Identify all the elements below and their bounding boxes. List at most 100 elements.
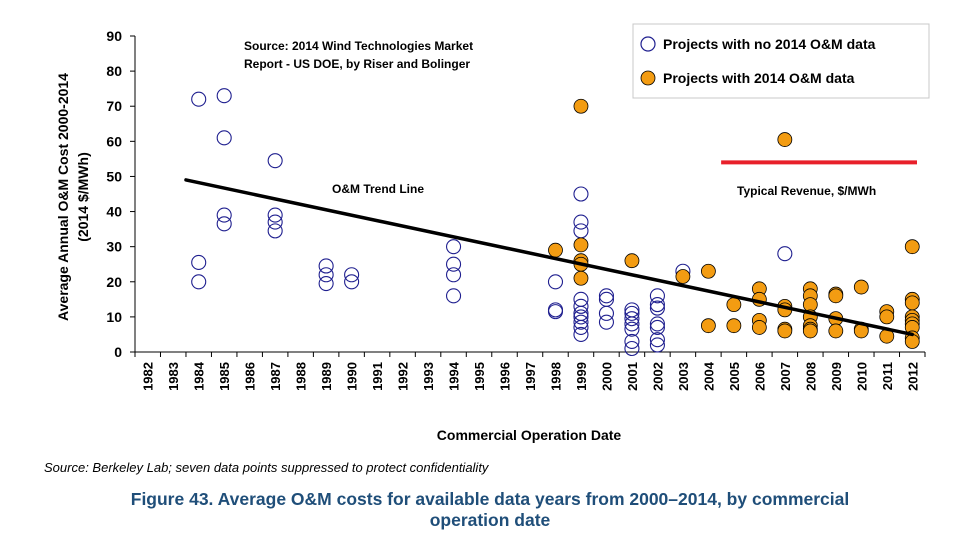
data-point-with-2014-data bbox=[726, 318, 742, 334]
y-tick-label: 0 bbox=[114, 344, 122, 360]
x-tick-label: 1993 bbox=[421, 362, 436, 391]
x-tick-label: 2009 bbox=[829, 362, 844, 391]
data-point-no-2014-data bbox=[318, 275, 334, 292]
data-point-with-2014-data bbox=[624, 253, 640, 269]
x-tick-label: 1985 bbox=[217, 362, 232, 391]
data-point-with-2014-data bbox=[700, 263, 716, 279]
x-tick-label: 1988 bbox=[294, 362, 309, 391]
source-box-line-2: Report - US DOE, by Riser and Bolinger bbox=[244, 57, 470, 71]
data-point-no-2014-data bbox=[598, 291, 615, 307]
legend: Projects with no 2014 O&M data Projects … bbox=[632, 23, 930, 99]
legend-open-circle-icon bbox=[640, 36, 656, 52]
data-point-no-2014-data bbox=[624, 311, 640, 327]
y-tick-label: 60 bbox=[106, 133, 122, 149]
data-point-no-2014-data bbox=[445, 256, 462, 272]
data-point-no-2014-data bbox=[216, 207, 232, 223]
data-point-no-2014-data bbox=[649, 316, 665, 332]
x-tick-label: 2008 bbox=[803, 362, 818, 391]
revenue-line-label: Typical Revenue, $/MWh bbox=[737, 184, 876, 198]
data-point-with-2014-data bbox=[700, 318, 716, 334]
x-tick-label: 1998 bbox=[548, 362, 563, 391]
x-tick-label: 2007 bbox=[778, 362, 793, 391]
data-point-with-2014-data bbox=[853, 279, 869, 295]
x-tick-label: 1995 bbox=[472, 362, 487, 391]
data-point-no-2014-data bbox=[216, 216, 232, 232]
figure-caption: Figure 43. Average O&M costs for availab… bbox=[0, 489, 980, 531]
data-point-no-2014-data bbox=[318, 258, 334, 274]
source-box-line-1: Source: 2014 Wind Technologies Market bbox=[244, 39, 473, 53]
x-tick-label: 2001 bbox=[625, 362, 640, 391]
y-tick-label: 30 bbox=[106, 239, 122, 255]
data-point-no-2014-data bbox=[649, 300, 665, 316]
data-point-no-2014-data bbox=[191, 91, 207, 107]
y-tick-label: 10 bbox=[106, 309, 122, 325]
data-point-no-2014-data bbox=[598, 305, 615, 321]
x-tick-label: 2011 bbox=[880, 362, 895, 390]
x-tick-label: 1999 bbox=[574, 362, 589, 391]
data-point-no-2014-data bbox=[573, 326, 589, 342]
data-point-no-2014-data bbox=[777, 246, 793, 262]
data-point-no-2014-data bbox=[624, 316, 640, 332]
data-point-with-2014-data bbox=[573, 237, 589, 253]
x-tick-label: 1997 bbox=[523, 362, 538, 391]
data-point-no-2014-data bbox=[598, 288, 615, 304]
x-tick-label: 1986 bbox=[243, 362, 258, 391]
x-tick-label: 1989 bbox=[319, 362, 334, 391]
data-point-no-2014-data bbox=[445, 288, 462, 304]
x-tick-label: 2005 bbox=[727, 362, 742, 391]
data-point-no-2014-data bbox=[267, 153, 283, 169]
data-point-with-2014-data bbox=[828, 323, 844, 339]
x-tick-label: 2012 bbox=[905, 362, 920, 391]
data-point-no-2014-data bbox=[547, 304, 564, 320]
caption-line-1: Figure 43. Average O&M costs for availab… bbox=[130, 489, 850, 509]
x-tick-label: 2006 bbox=[752, 362, 767, 391]
legend-filled-circle-icon bbox=[640, 70, 656, 86]
y-tick-label: 20 bbox=[106, 274, 122, 290]
data-point-no-2014-data bbox=[547, 274, 564, 290]
source-note: Source: Berkeley Lab; seven data points … bbox=[44, 460, 489, 475]
data-point-no-2014-data bbox=[624, 305, 640, 321]
om-cost-scatter-chart: 0 10 20 30 40 50 60 70 80 90 1982 1983 1984 1985 1986 1… bbox=[55, 23, 930, 443]
data-point-no-2014-data bbox=[344, 274, 360, 290]
y-tick-label: 80 bbox=[106, 63, 122, 79]
data-point-with-2014-data bbox=[573, 270, 589, 286]
x-tick-label: 2004 bbox=[701, 361, 716, 391]
data-point-no-2014-data bbox=[445, 267, 462, 283]
x-tick-label: 1996 bbox=[498, 362, 513, 391]
data-point-no-2014-data bbox=[344, 267, 360, 283]
data-point-no-2014-data bbox=[216, 88, 232, 104]
data-point-no-2014-data bbox=[445, 239, 462, 255]
data-point-no-2014-data bbox=[191, 274, 207, 290]
data-point-no-2014-data bbox=[573, 319, 589, 335]
x-tick-label: 2000 bbox=[599, 362, 614, 391]
data-point-no-2014-data bbox=[649, 319, 665, 335]
y-tick-label: 50 bbox=[106, 168, 122, 184]
x-tick-label: 2010 bbox=[854, 362, 869, 391]
x-tick-label: 1994 bbox=[447, 361, 462, 391]
y-tick-label: 90 bbox=[106, 28, 122, 44]
data-point-with-2014-data bbox=[573, 98, 589, 114]
data-point-with-2014-data bbox=[726, 297, 742, 313]
data-point-no-2014-data bbox=[267, 207, 283, 223]
x-tick-label: 1983 bbox=[166, 362, 181, 391]
legend-label-no-data: Projects with no 2014 O&M data bbox=[663, 36, 876, 52]
data-point-no-2014-data bbox=[624, 321, 640, 337]
x-tick-label: 1982 bbox=[141, 362, 156, 391]
data-point-no-2014-data bbox=[573, 214, 589, 230]
overlay-lines bbox=[184, 160, 917, 337]
x-tick-label: 1992 bbox=[396, 362, 411, 391]
data-point-no-2014-data bbox=[318, 267, 334, 283]
x-tick-label: 1987 bbox=[268, 362, 283, 391]
y-tick-label: 70 bbox=[106, 98, 122, 114]
data-point-no-2014-data bbox=[191, 254, 207, 271]
y-axis-unit: (2014 $/MWh) bbox=[75, 152, 91, 241]
data-point-with-2014-data bbox=[802, 323, 818, 339]
axes: 0 10 20 30 40 50 60 70 80 90 1982 1983 1984 1985 1986 1… bbox=[106, 28, 926, 391]
data-point-with-2014-data bbox=[675, 269, 691, 284]
data-point-no-2014-data bbox=[649, 337, 665, 353]
x-axis-title: Commercial Operation Date bbox=[437, 427, 622, 443]
data-point-with-2014-data bbox=[777, 323, 793, 339]
data-point-no-2014-data bbox=[573, 186, 589, 202]
data-point-with-2014-data bbox=[777, 132, 793, 147]
data-point-no-2014-data bbox=[573, 223, 589, 239]
